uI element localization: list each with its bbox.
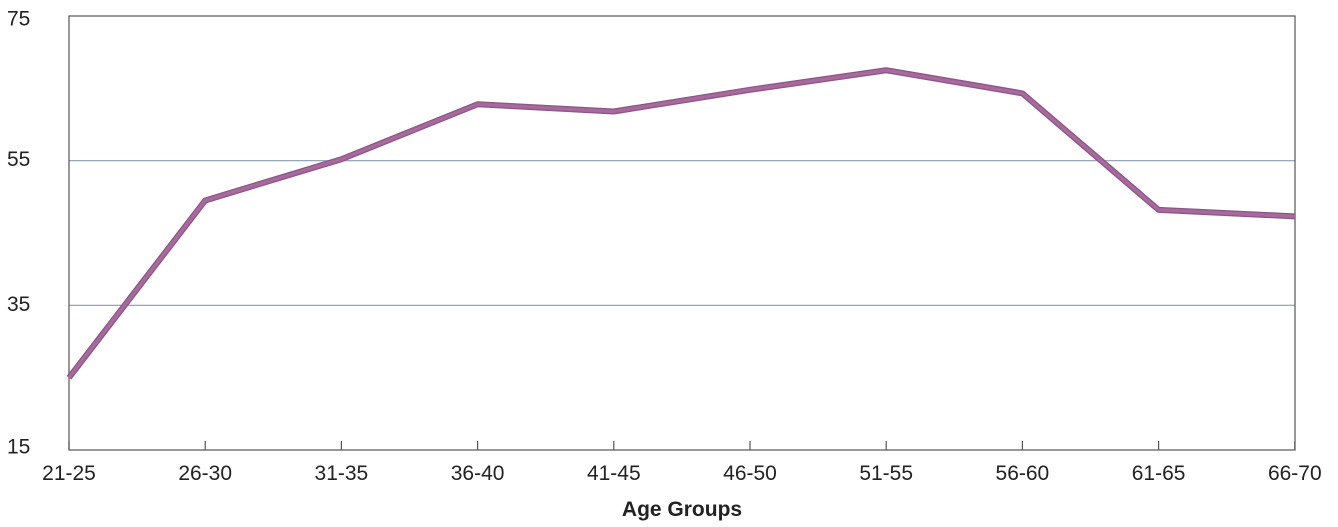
y-tick-label: 75 [7,8,30,31]
grid-layer [69,160,1295,306]
x-axis-title: Age Groups [622,498,742,521]
y-tick-label: 55 [7,148,30,171]
y-tick-label: 35 [7,293,30,316]
plot-frame [68,15,1296,451]
x-tick-label: 41-45 [587,462,641,485]
x-tick-label: 56-60 [996,462,1050,485]
x-tick-label: 21-25 [42,462,96,485]
x-tick-label: 61-65 [1132,462,1186,485]
series-layer [66,67,1295,380]
y-tick-label: 15 [7,436,30,459]
x-tick-label: 46-50 [723,462,777,485]
x-tick-label: 26-30 [178,462,232,485]
x-tick-label: 36-40 [451,462,505,485]
x-tick-labels: 21-25 26-30 31-35 36-40 41-45 46-50 51-55 56-60… [42,462,1322,485]
x-tick-marks [68,441,1296,450]
y-tick-labels: 15 35 55 75 [7,8,30,459]
x-tick-label: 66-70 [1268,462,1322,485]
x-tick-label: 51-55 [859,462,913,485]
series-line [67,68,1295,379]
x-tick-label: 31-35 [315,462,369,485]
series-line-shadow [66,67,1295,380]
